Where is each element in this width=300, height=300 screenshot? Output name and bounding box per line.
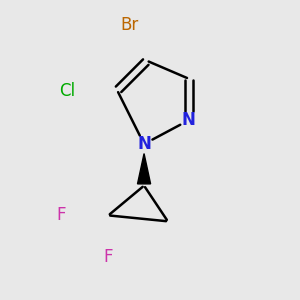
- Text: Br: Br: [120, 16, 138, 34]
- Polygon shape: [137, 154, 151, 184]
- Text: Cl: Cl: [59, 82, 75, 100]
- Text: N: N: [182, 111, 196, 129]
- Text: F: F: [103, 248, 113, 266]
- Text: N: N: [137, 135, 151, 153]
- Text: F: F: [56, 206, 66, 224]
